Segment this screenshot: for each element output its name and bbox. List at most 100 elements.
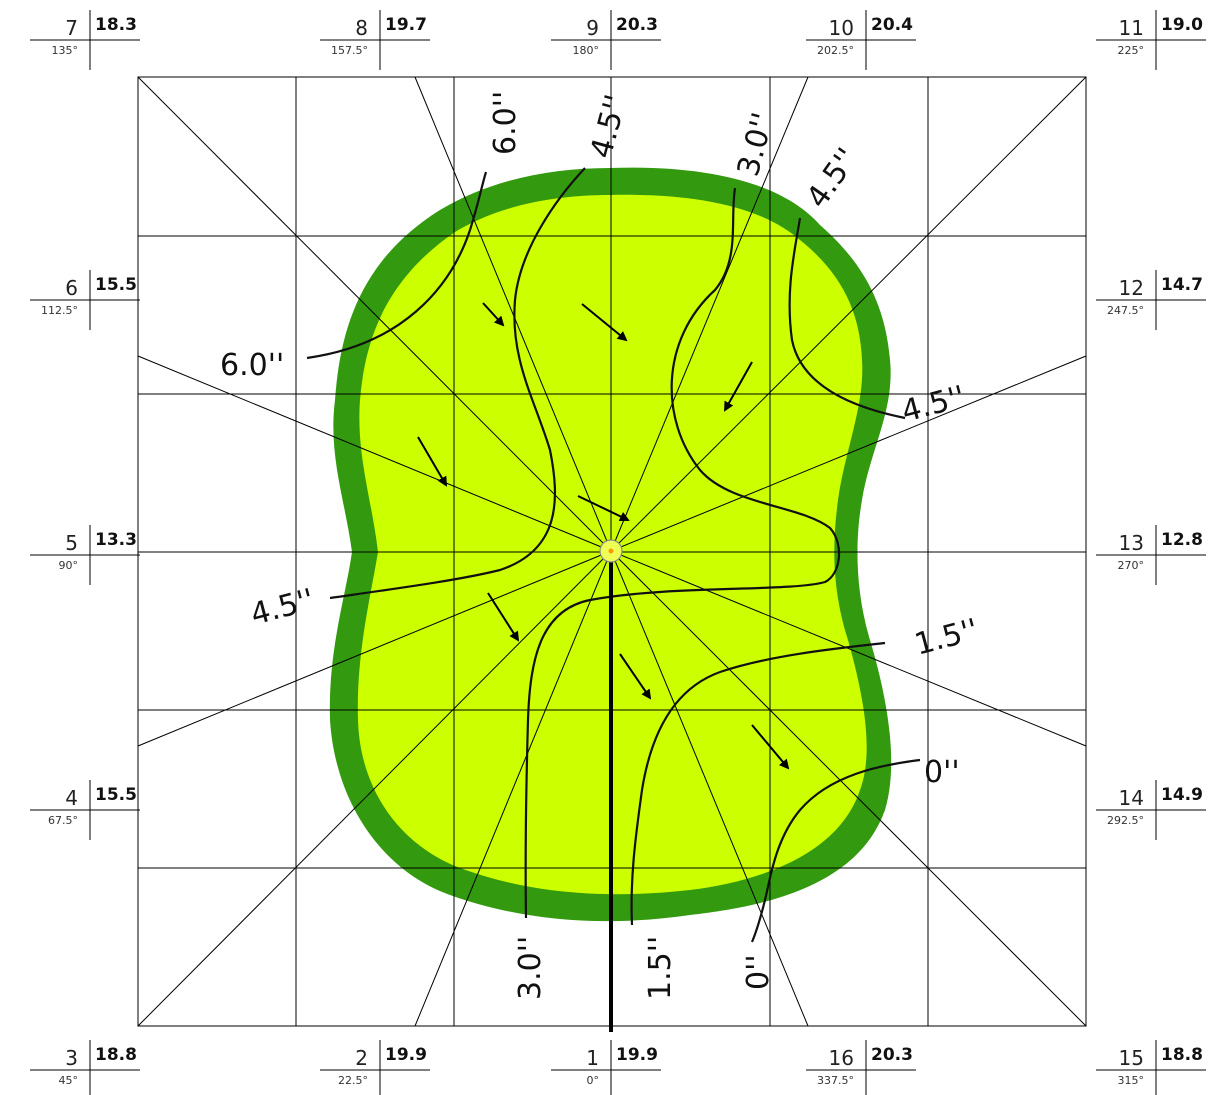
contour-label-left-6: 6.0'' — [220, 348, 284, 383]
contour-label-right-1-5: 1.5'' — [911, 612, 982, 662]
station-number: 4 — [65, 786, 78, 810]
station-angle: 180° — [573, 44, 600, 57]
contour-3-0-top — [524, 187, 841, 919]
station-14: 14 14.9 292.5° — [1096, 780, 1206, 840]
contour-1-5 — [630, 641, 886, 926]
radial-line — [610, 550, 1087, 1027]
station-number: 16 — [829, 1046, 854, 1070]
radial-line — [610, 550, 809, 1027]
station-4: 4 15.5 67.5° — [30, 780, 140, 840]
slope-arrow — [581, 303, 628, 342]
station-speed: 18.8 — [1161, 1045, 1203, 1065]
contour-label-left-4-5: 4.5'' — [247, 582, 318, 632]
station-speed: 15.5 — [95, 785, 137, 805]
station-speed: 15.5 — [95, 275, 137, 295]
station-2: 2 19.9 22.5° — [320, 1040, 430, 1095]
station-speed: 19.9 — [385, 1045, 427, 1065]
station-angle: 270° — [1118, 559, 1145, 572]
station-speed: 12.8 — [1161, 530, 1203, 550]
station-angle: 90° — [59, 559, 79, 572]
station-speed: 20.3 — [871, 1045, 913, 1065]
station-speed: 20.3 — [616, 15, 658, 35]
contour-label-bot-1-5: 1.5'' — [643, 936, 678, 1000]
station-15: 15 18.8 315° — [1096, 1040, 1206, 1095]
station-number: 6 — [65, 276, 78, 300]
contour-label-bot-0: 0'' — [741, 954, 776, 990]
station-number: 11 — [1119, 16, 1144, 40]
station-angle: 225° — [1118, 44, 1145, 57]
radial-line — [414, 76, 612, 552]
radial-line — [137, 550, 612, 747]
station-angle: 157.5° — [331, 44, 368, 57]
radial-line — [137, 355, 612, 552]
contour-4-5-left — [329, 167, 586, 600]
radial-line — [610, 76, 1087, 552]
station-speed: 19.9 — [616, 1045, 658, 1065]
slope-arrow — [482, 302, 505, 327]
station-5: 5 13.3 90° — [30, 525, 140, 585]
station-number: 15 — [1119, 1046, 1144, 1070]
contour-label-top-4-5: 4.5'' — [584, 91, 634, 162]
station-9: 9 20.3 180° — [551, 10, 661, 70]
contour-label-bot-3: 3.0'' — [513, 936, 548, 1000]
station-angle: 67.5° — [48, 814, 78, 827]
slope-contours — [306, 167, 921, 943]
station-speed: 14.7 — [1161, 275, 1203, 295]
station-angle: 292.5° — [1107, 814, 1144, 827]
slope-arrow — [619, 653, 652, 700]
station-angle: 315° — [1118, 1074, 1145, 1087]
station-speed: 14.9 — [1161, 785, 1203, 805]
station-angle: 45° — [59, 1074, 79, 1087]
station-number: 1 — [586, 1046, 599, 1070]
station-angle: 22.5° — [338, 1074, 368, 1087]
station-angle: 202.5° — [817, 44, 854, 57]
station-speed: 20.4 — [871, 15, 913, 35]
radial-line — [610, 550, 1087, 747]
station-angle: 135° — [52, 44, 79, 57]
hole-center-dot — [608, 548, 614, 554]
station-number: 13 — [1119, 531, 1144, 555]
station-number: 12 — [1119, 276, 1144, 300]
station-speed: 18.3 — [95, 15, 137, 35]
station-10: 10 20.4 202.5° — [806, 10, 916, 70]
slope-arrow — [751, 724, 790, 770]
contour-label-right-0: 0'' — [924, 755, 960, 790]
station-angle: 247.5° — [1107, 304, 1144, 317]
contour-label-right-4-5: 4.5'' — [898, 379, 969, 429]
station-number: 2 — [355, 1046, 368, 1070]
radial-line — [610, 76, 809, 552]
contour-4-5-right — [788, 217, 906, 420]
station-speed: 18.8 — [95, 1045, 137, 1065]
station-number: 7 — [65, 16, 78, 40]
radial-line — [137, 550, 612, 1027]
slope-arrow — [724, 361, 753, 412]
station-speed: 13.3 — [95, 530, 137, 550]
station-angle: 337.5° — [817, 1074, 854, 1087]
station-number: 8 — [355, 16, 368, 40]
station-13: 13 12.8 270° — [1096, 525, 1206, 585]
slope-arrow — [417, 436, 448, 487]
station-angle: 0° — [587, 1074, 600, 1087]
station-8: 8 19.7 157.5° — [320, 10, 430, 70]
station-angle: 112.5° — [41, 304, 78, 317]
station-number: 3 — [65, 1046, 78, 1070]
station-number: 5 — [65, 531, 78, 555]
contour-label-top-3: 3.0'' — [731, 109, 781, 180]
station-speed: 19.0 — [1161, 15, 1203, 35]
station-1: 1 19.9 0° — [551, 1040, 661, 1095]
stimp-stations: 1 19.9 0° 2 19.9 22.5° 3 18.8 45° 4 15.5 67.5° 5 13.3… — [30, 10, 1206, 1095]
radial-lines — [137, 76, 1087, 1027]
radial-line — [414, 550, 612, 1027]
station-number: 14 — [1119, 786, 1144, 810]
fall-line-arrows — [417, 302, 790, 770]
slope-arrow — [487, 592, 520, 642]
station-16: 16 20.3 337.5° — [806, 1040, 916, 1095]
contour-6-0 — [306, 171, 488, 360]
station-speed: 19.7 — [385, 15, 427, 35]
station-number: 9 — [586, 16, 599, 40]
station-6: 6 15.5 112.5° — [30, 270, 140, 330]
station-3: 3 18.8 45° — [30, 1040, 140, 1095]
contour-label-top-4-5b: 4.5'' — [800, 142, 866, 215]
station-number: 10 — [829, 16, 854, 40]
slope-arrow — [577, 495, 630, 522]
